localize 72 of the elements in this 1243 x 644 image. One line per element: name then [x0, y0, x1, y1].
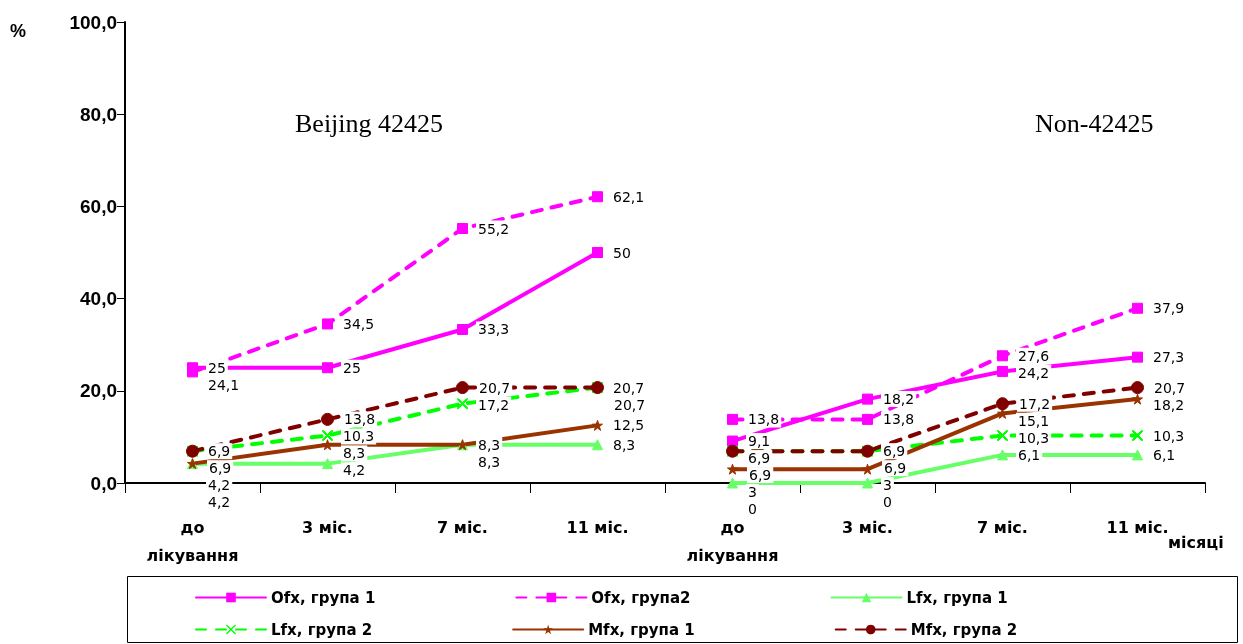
data-label: 8,3	[478, 436, 501, 453]
legend-label: Ofx, група2	[591, 588, 691, 607]
data-label: 20,7	[613, 379, 645, 396]
data-label: 55,2	[478, 220, 510, 237]
data-label: 18,2	[883, 391, 915, 408]
data-label: 24,2	[1018, 364, 1050, 381]
data-label: 6,1	[1153, 446, 1176, 463]
data-label: 17,2	[1019, 395, 1051, 412]
data-label: 6,9	[748, 450, 771, 467]
y-tick-label: 100,0	[69, 11, 117, 33]
x-tick-label: до лікування	[146, 517, 239, 565]
x-tick-label: 3 міс.	[302, 517, 353, 537]
data-label: 8,3	[478, 453, 501, 470]
data-label: 0	[883, 494, 892, 511]
data-label: 6,9	[749, 467, 772, 484]
data-label: 4,2	[208, 494, 231, 511]
x-tick-label: 7 міс.	[977, 517, 1028, 537]
data-label: 20,7	[1154, 379, 1186, 396]
data-label: 34,5	[343, 315, 375, 332]
data-label: 27,6	[1018, 347, 1050, 364]
legend-label: Ofx, група 1	[271, 588, 376, 607]
data-label: 15,1	[1018, 412, 1050, 429]
data-label: 33,3	[478, 321, 510, 338]
y-axis-title: %	[10, 21, 27, 41]
data-label: 6,1	[1018, 446, 1041, 463]
data-label: 17,2	[478, 396, 510, 413]
data-label: 18,2	[1153, 396, 1185, 413]
x-tick-label: 7 міс.	[437, 517, 488, 537]
data-label: 37,9	[1153, 300, 1185, 317]
data-label: 62,1	[613, 188, 645, 205]
x-axis-title: місяці	[1168, 532, 1224, 552]
data-label: 4,2	[343, 462, 366, 479]
legend-label: Mfx, група 2	[910, 620, 1018, 639]
data-label: 8,3	[613, 436, 636, 453]
x-tick-label: 3 міс.	[842, 517, 893, 537]
data-label: 6,9	[208, 443, 231, 460]
data-label: 6,9	[884, 460, 907, 477]
legend-label: Lfx, група 1	[906, 588, 1008, 607]
data-label: 0	[748, 501, 757, 518]
data-label: 3	[883, 477, 892, 494]
data-label: 13,8	[344, 411, 376, 428]
data-label: 12,5	[613, 417, 645, 434]
data-label: 13,8	[883, 411, 915, 428]
data-label: 9,1	[748, 433, 771, 450]
data-label: 10,3	[343, 428, 375, 445]
x-tick-label: 11 міс.	[566, 517, 629, 537]
y-tick-label: 0,0	[90, 472, 117, 494]
data-label: 10,3	[1018, 429, 1050, 446]
y-tick-label: 20,0	[80, 380, 117, 402]
data-label: 25	[343, 359, 361, 376]
x-tick-label: 11 міс.	[1106, 517, 1169, 537]
data-label: 50	[613, 244, 631, 261]
data-label: 10,3	[1153, 427, 1185, 444]
y-tick-label: 40,0	[80, 288, 117, 310]
data-label: 24,1	[208, 376, 240, 393]
data-label: 6,9	[883, 443, 906, 460]
annotation: Beijing 42425	[295, 108, 444, 138]
y-tick-label: 80,0	[80, 103, 117, 125]
data-label: 13,8	[748, 411, 780, 428]
y-tick-label: 60,0	[80, 195, 117, 217]
annotation: Non-42425	[1035, 108, 1154, 138]
data-label: 27,3	[1153, 349, 1185, 366]
legend-label: Mfx, група 1	[588, 620, 695, 639]
data-label: 20,7	[614, 396, 646, 413]
data-label: 3	[748, 484, 757, 501]
data-label: 25	[208, 359, 226, 376]
data-label: 6,9	[209, 460, 232, 477]
data-label: 20,7	[479, 379, 511, 396]
data-label: 4,2	[208, 477, 231, 494]
legend-label: Lfx, група 2	[271, 620, 373, 639]
x-tick-label: до лікування	[686, 517, 779, 565]
data-label: 8,3	[343, 445, 366, 462]
